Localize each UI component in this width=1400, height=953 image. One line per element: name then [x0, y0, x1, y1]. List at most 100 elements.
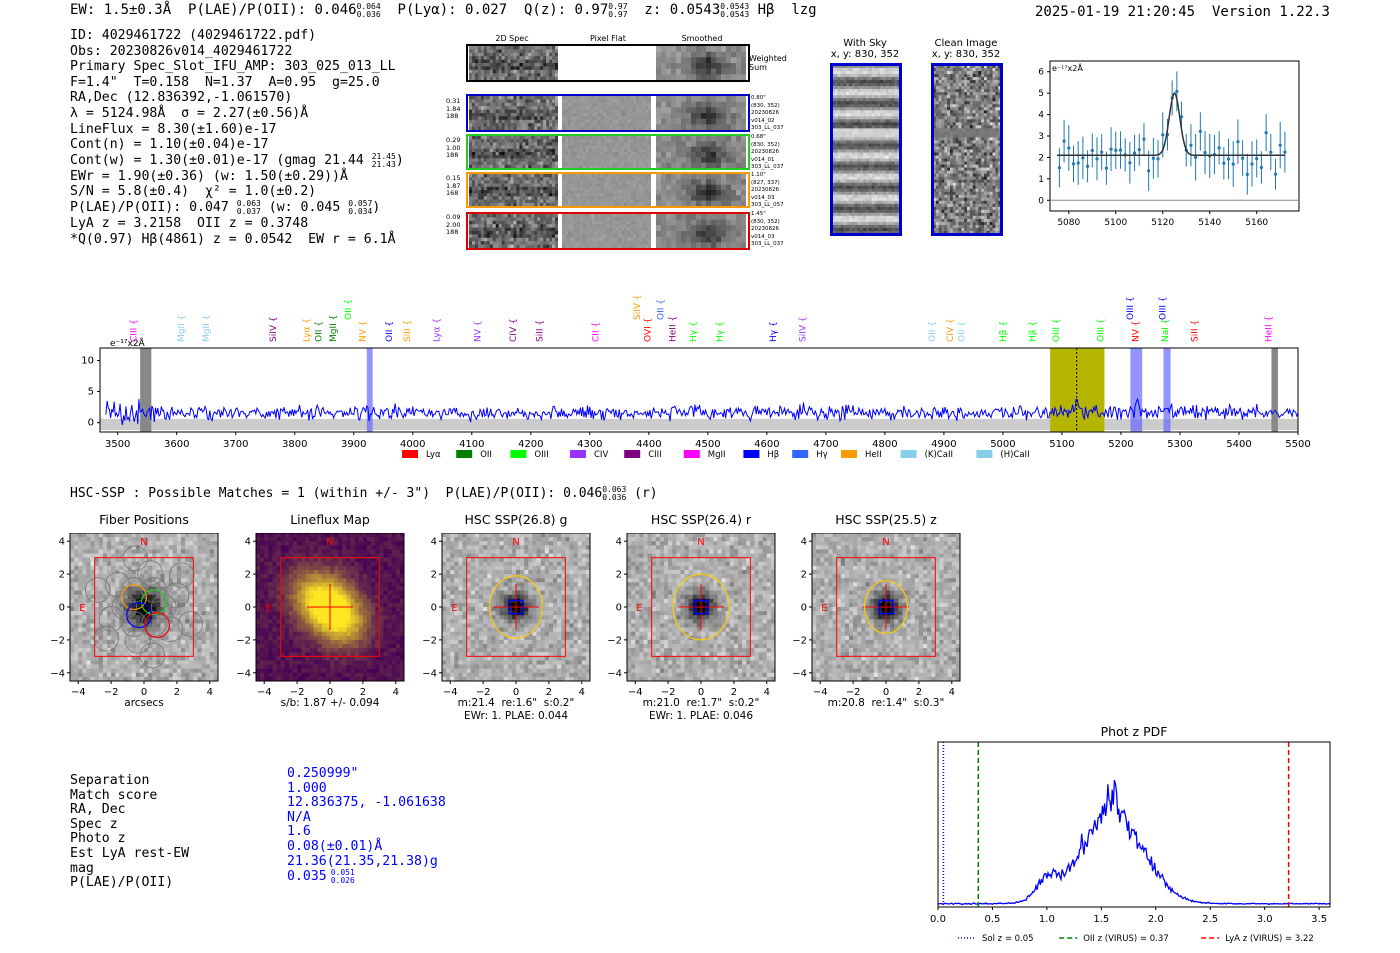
cutout-pixel: [534, 155, 538, 159]
cutout-pixel: [645, 102, 649, 107]
cutout-pixel: [562, 227, 566, 232]
cutout-pixel: [552, 241, 556, 245]
cutout-pixel: [656, 57, 662, 64]
cutout-pixel: [483, 96, 488, 100]
image-pixel: [897, 224, 901, 229]
image-pixel: [860, 101, 864, 105]
image-pixel: [883, 161, 887, 165]
image-pixel: [941, 65, 945, 69]
cutout-pixel: [621, 190, 625, 194]
cutout-pixel: [501, 152, 505, 156]
image-pixel: [832, 188, 836, 193]
cutout-pixel: [567, 99, 572, 104]
image-pixel: [986, 98, 990, 102]
image-pixel: [998, 77, 1002, 81]
image-pixel: [846, 149, 850, 153]
image-pixel: [849, 170, 853, 174]
cutout-pixel: [603, 193, 607, 197]
cutout-pixel: [585, 145, 589, 150]
image-pixel: [964, 65, 968, 69]
cutout-pixel: [591, 116, 595, 121]
cutout-pixel: [676, 107, 682, 114]
cutout-pixel: [624, 161, 628, 166]
cutout-pixel: [486, 49, 491, 54]
cutout-pixel: [639, 145, 643, 150]
cutout-pixel: [639, 164, 643, 169]
cutout-pixel: [522, 155, 526, 159]
image-pixel: [955, 80, 959, 84]
cutout-pixel: [519, 190, 523, 194]
image-pixel: [874, 227, 878, 232]
cutout-pixel: [543, 73, 547, 77]
cutout-pixel: [516, 139, 520, 143]
cutout-pixel: [546, 116, 550, 121]
image-pixel: [984, 92, 988, 96]
cutout-pixel: [612, 196, 616, 200]
cutout-pixel: [671, 184, 677, 191]
cutout-pixel: [606, 152, 610, 156]
image-pixel: [863, 65, 867, 69]
cutout-pixel: [522, 76, 526, 81]
cutout-pixel: [570, 199, 575, 204]
cutout-pixel: [597, 126, 601, 131]
cutout-pixel: [576, 234, 581, 239]
cutout-pixel: [585, 196, 589, 200]
image-pixel: [846, 158, 850, 162]
cutout-pixel: [504, 161, 508, 166]
cutout-pixel: [562, 102, 566, 107]
cutout-pixel: [501, 123, 505, 127]
image-pixel: [866, 185, 870, 190]
cutout-pixel: [507, 202, 511, 207]
cutout-pixel: [696, 63, 702, 69]
image-pixel: [866, 89, 870, 93]
header-z-hi: 0.0543: [720, 2, 750, 11]
cutout-pixel: [540, 63, 544, 67]
cutout-pixel: [540, 113, 544, 117]
info-plae-w: (w: 0.045: [268, 199, 341, 215]
cutout-pixel: [477, 227, 482, 232]
image-pixel: [874, 89, 878, 93]
image-pixel: [961, 71, 965, 75]
image-pixel: [860, 176, 864, 180]
image-pixel: [832, 83, 836, 87]
image-pixel: [978, 83, 982, 87]
image-pixel: [877, 128, 881, 132]
cutout-pixel: [546, 59, 550, 64]
cutout-pixel: [603, 183, 607, 188]
cutout-pixel: [534, 56, 538, 60]
cutout-pixel: [546, 69, 550, 74]
cutout-pixel: [588, 190, 592, 194]
cutout-pixel: [642, 155, 646, 159]
image-pixel: [868, 218, 872, 223]
image-pixel: [989, 80, 993, 84]
image-pixel: [955, 74, 959, 78]
image-pixel: [857, 74, 861, 78]
image-pixel: [851, 65, 855, 69]
image-pixel: [849, 215, 853, 220]
image-pixel: [860, 215, 864, 220]
cutout-pixel: [513, 116, 517, 121]
cutout-pixel: [630, 106, 634, 110]
info-plae-lo: 0.037: [236, 206, 261, 216]
image-pixel: [854, 92, 858, 96]
cutout-pixel: [540, 174, 544, 178]
cutout-pixel: [576, 231, 581, 235]
image-pixel: [849, 83, 853, 87]
image-pixel: [832, 104, 836, 108]
cutout-pixel: [570, 119, 575, 124]
image-pixel: [964, 74, 968, 78]
cutout-pixel: [537, 116, 541, 121]
cutout-pixel: [474, 119, 479, 124]
image-pixel: [978, 95, 982, 99]
image-pixel: [897, 65, 901, 69]
image-pixel: [880, 149, 884, 153]
cutout-pixel: [480, 158, 485, 162]
cutout-pixel: [615, 158, 619, 162]
cutout-pixel: [498, 190, 502, 194]
cutout-pixel: [501, 148, 505, 153]
cutout-pixel: [510, 220, 514, 225]
image-pixel: [992, 71, 996, 75]
cutout-pixel: [576, 186, 581, 191]
cutout-pixel: [510, 59, 514, 64]
cutout-pixel: [666, 152, 672, 158]
